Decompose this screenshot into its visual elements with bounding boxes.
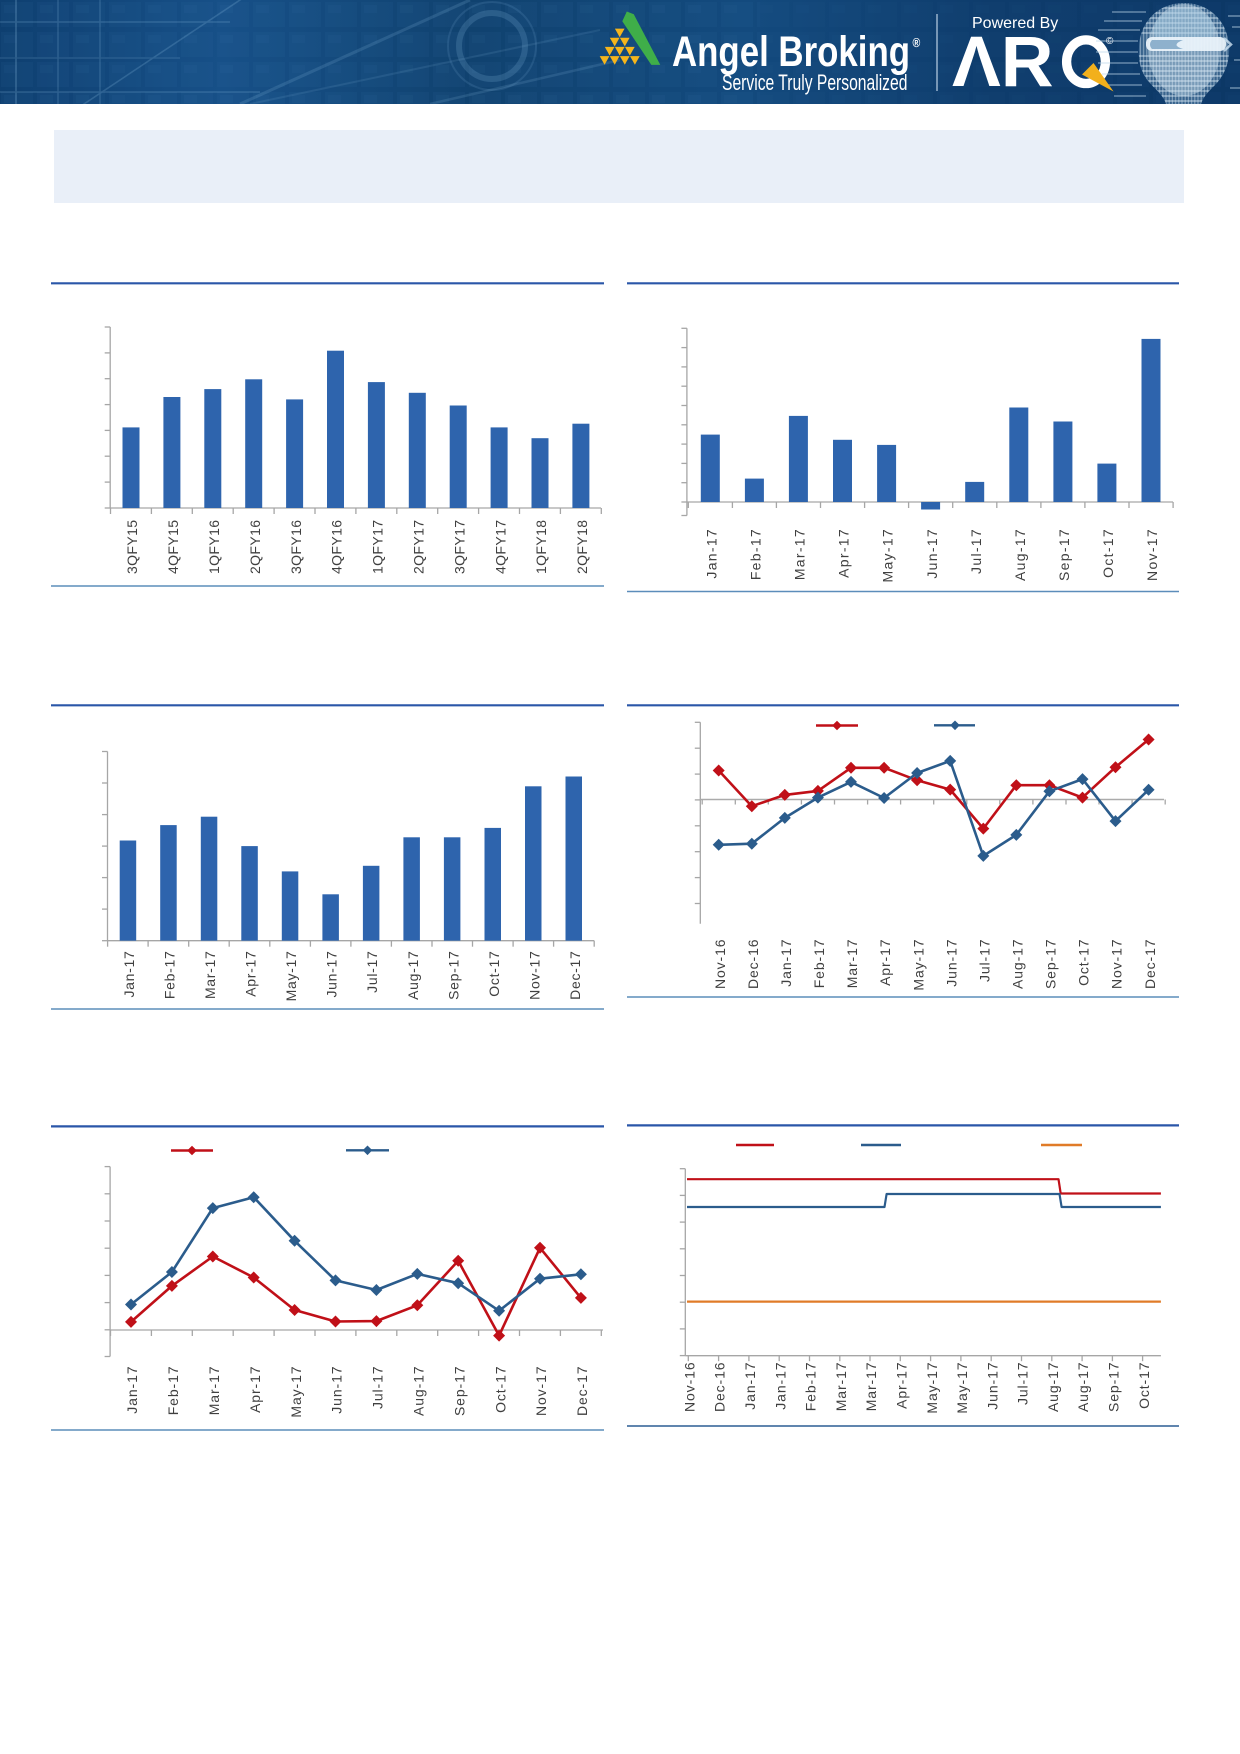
svg-text:Jan-17: Jan-17: [124, 1366, 140, 1414]
svg-text:May-17: May-17: [954, 1362, 970, 1414]
svg-text:Jul-17: Jul-17: [968, 528, 984, 574]
svg-text:May-17: May-17: [910, 939, 926, 991]
svg-text:Aug-17: Aug-17: [1075, 1362, 1091, 1413]
svg-text:Aug-17: Aug-17: [405, 951, 421, 1000]
svg-text:Jan-17: Jan-17: [121, 951, 137, 998]
svg-text:Oct-17: Oct-17: [1076, 939, 1092, 986]
svg-text:2QFY16: 2QFY16: [247, 520, 263, 575]
svg-text:4QFY16: 4QFY16: [329, 520, 345, 575]
svg-text:3QFY17: 3QFY17: [451, 520, 467, 575]
svg-text:Jun-17: Jun-17: [924, 528, 940, 579]
svg-text:May-17: May-17: [880, 528, 896, 582]
svg-text:Feb-17: Feb-17: [803, 1362, 819, 1412]
svg-text:1QFY18: 1QFY18: [533, 520, 549, 575]
svg-text:Mar-17: Mar-17: [863, 1362, 879, 1412]
svg-text:May-17: May-17: [283, 951, 299, 1002]
svg-text:Jun-17: Jun-17: [324, 951, 340, 998]
svg-text:Oct-17: Oct-17: [492, 1366, 508, 1413]
svg-text:Oct-17: Oct-17: [486, 951, 502, 997]
svg-text:Jul-17: Jul-17: [976, 939, 992, 983]
svg-text:Apr-17: Apr-17: [894, 1362, 910, 1409]
svg-text:Jan-17: Jan-17: [704, 528, 720, 579]
svg-text:Dec-17: Dec-17: [567, 951, 583, 1000]
svg-text:Sep-17: Sep-17: [445, 951, 461, 1000]
svg-text:2QFY18: 2QFY18: [574, 520, 590, 575]
svg-text:Nov-17: Nov-17: [533, 1366, 549, 1417]
svg-text:Feb-17: Feb-17: [811, 939, 827, 989]
svg-text:Dec-17: Dec-17: [574, 1366, 590, 1417]
svg-text:3QFY16: 3QFY16: [288, 520, 304, 575]
svg-text:1QFY16: 1QFY16: [206, 520, 222, 575]
svg-text:Jun-17: Jun-17: [984, 1362, 1000, 1410]
svg-text:Mar-17: Mar-17: [844, 939, 860, 989]
svg-text:Nov-17: Nov-17: [526, 951, 542, 1000]
svg-text:Dec-16: Dec-16: [712, 1362, 728, 1413]
svg-text:Mar-17: Mar-17: [206, 1366, 222, 1416]
svg-text:Aug-17: Aug-17: [411, 1366, 427, 1417]
svg-text:Apr-17: Apr-17: [877, 939, 893, 986]
svg-text:Jan-17: Jan-17: [772, 1362, 788, 1410]
svg-text:May-17: May-17: [924, 1362, 940, 1414]
svg-text:Jul-17: Jul-17: [370, 1366, 386, 1410]
svg-text:Jul-17: Jul-17: [364, 951, 380, 993]
svg-text:Jun-17: Jun-17: [329, 1366, 345, 1414]
svg-text:Nov-17: Nov-17: [1109, 939, 1125, 990]
svg-text:Mar-17: Mar-17: [792, 528, 808, 580]
svg-text:Aug-17: Aug-17: [1012, 528, 1028, 581]
svg-text:Sep-17: Sep-17: [1043, 939, 1059, 990]
svg-text:Dec-17: Dec-17: [1142, 939, 1158, 990]
svg-text:Jan-17: Jan-17: [742, 1362, 758, 1410]
svg-text:Oct-17: Oct-17: [1136, 1362, 1152, 1409]
svg-text:Sep-17: Sep-17: [451, 1366, 467, 1417]
svg-text:Feb-17: Feb-17: [165, 1366, 181, 1416]
svg-text:Nov-16: Nov-16: [682, 1362, 698, 1413]
svg-text:4QFY17: 4QFY17: [492, 520, 508, 575]
svg-text:Jul-17: Jul-17: [1015, 1362, 1031, 1406]
svg-text:Dec-16: Dec-16: [745, 939, 761, 990]
svg-text:Jun-17: Jun-17: [943, 939, 959, 987]
svg-text:1QFY17: 1QFY17: [370, 520, 386, 575]
svg-text:Nov-16: Nov-16: [712, 939, 728, 990]
svg-text:Mar-17: Mar-17: [202, 951, 218, 1000]
svg-text:2QFY17: 2QFY17: [411, 520, 427, 575]
svg-text:Nov-17: Nov-17: [1144, 528, 1160, 581]
svg-text:Apr-17: Apr-17: [836, 528, 852, 578]
svg-text:Aug-17: Aug-17: [1045, 1362, 1061, 1413]
svg-text:Mar-17: Mar-17: [833, 1362, 849, 1412]
svg-text:4QFY15: 4QFY15: [165, 520, 181, 575]
svg-text:Sep-17: Sep-17: [1106, 1362, 1122, 1413]
svg-text:Apr-17: Apr-17: [243, 951, 259, 997]
svg-text:3QFY15: 3QFY15: [124, 520, 140, 575]
svg-text:Sep-17: Sep-17: [1056, 528, 1072, 581]
svg-text:Feb-17: Feb-17: [748, 528, 764, 580]
svg-text:Feb-17: Feb-17: [162, 951, 178, 1000]
svg-text:Apr-17: Apr-17: [247, 1366, 263, 1413]
svg-text:Jan-17: Jan-17: [778, 939, 794, 987]
svg-text:May-17: May-17: [288, 1366, 304, 1418]
svg-text:Aug-17: Aug-17: [1010, 939, 1026, 990]
svg-text:Oct-17: Oct-17: [1100, 528, 1116, 578]
